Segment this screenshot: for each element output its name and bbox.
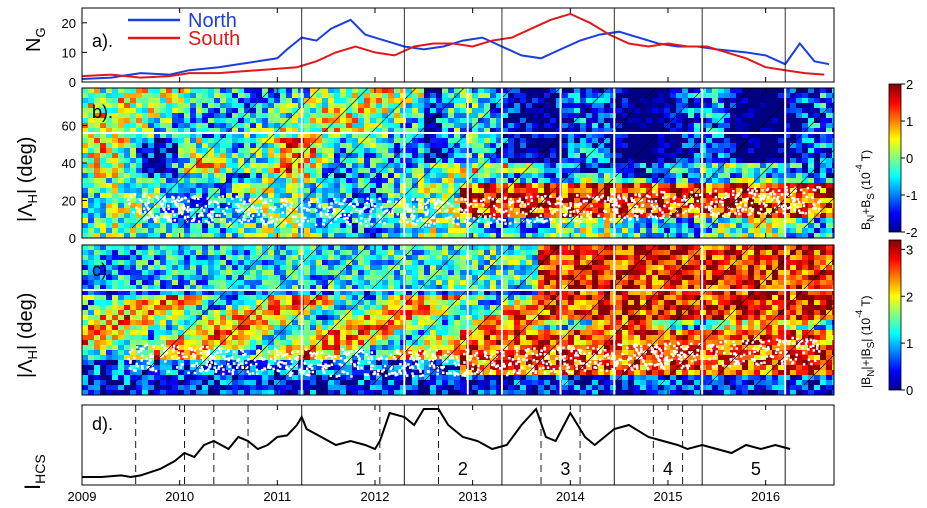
region-label-5: 5 <box>751 459 761 479</box>
xtick-label: 2015 <box>654 489 683 504</box>
xtick-label: 2014 <box>556 489 585 504</box>
region-label-3: 3 <box>560 459 570 479</box>
ytick-label: 20 <box>62 16 76 31</box>
panel-b: 0 20 40 60 b). |ΛH| (deg) -2 -1 0 1 2 BN+BS (10… <box>15 77 918 246</box>
ytick-label: 20 <box>62 194 76 209</box>
ytick-label: 40 <box>62 156 76 171</box>
legend-south-label: South <box>188 28 240 50</box>
colorbar-tick-label: 0 <box>906 151 913 166</box>
ytick-label: 60 <box>62 119 76 134</box>
panel-d-label: d). <box>92 414 113 434</box>
series-south-line <box>82 12 825 79</box>
colorbar-tick-label: -2 <box>906 225 918 240</box>
panel-a: 0 10 20 a). North South NG <box>23 7 835 90</box>
xtick-label: 2012 <box>361 489 390 504</box>
ytick-label: 0 <box>69 75 76 90</box>
colorbar-b: -2 -1 0 1 2 BN+BS (10-4 T) <box>854 77 918 240</box>
panel-a-ylabel: NG <box>23 27 48 52</box>
panel-b-label: b). <box>92 102 113 122</box>
region-label-1: 1 <box>355 459 365 479</box>
colorbar-tick-label: 1 <box>906 114 913 129</box>
xtick-label: 2016 <box>751 489 780 504</box>
panel-c-ylabel: |ΛH| (deg) <box>15 293 40 378</box>
colorbar-tick-label: 3 <box>906 242 913 257</box>
panel-a-label: a). <box>92 31 113 51</box>
panel-d-ylabel: IHCS <box>20 454 48 490</box>
svg-text:BN+BS (10-4 T): BN+BS (10-4 T) <box>854 150 877 230</box>
region-label-2: 2 <box>458 459 468 479</box>
colorbar-tick-label: -1 <box>906 188 918 203</box>
legend-north-label: North <box>188 10 237 32</box>
xtick-label: 2011 <box>263 489 291 504</box>
panel-c-label: c). <box>92 260 112 280</box>
xtick-label: 2013 <box>458 489 487 504</box>
ytick-label: 10 <box>62 45 76 60</box>
xtick-label: 2009 <box>68 489 97 504</box>
colorbar-tick-label: 1 <box>906 336 913 351</box>
panel-b-ylabel: |ΛH| (deg) <box>15 137 40 222</box>
colorbar-tick-label: 0 <box>906 383 913 398</box>
legend: North South <box>128 10 240 50</box>
ihcs-line <box>82 407 791 479</box>
region-label-4: 4 <box>663 459 673 479</box>
colorbar-tick-label: 2 <box>906 289 913 304</box>
colorbar-tick-label: 2 <box>906 77 913 92</box>
xtick-label: 2010 <box>165 489 194 504</box>
ytick-label: 0 <box>69 231 76 246</box>
